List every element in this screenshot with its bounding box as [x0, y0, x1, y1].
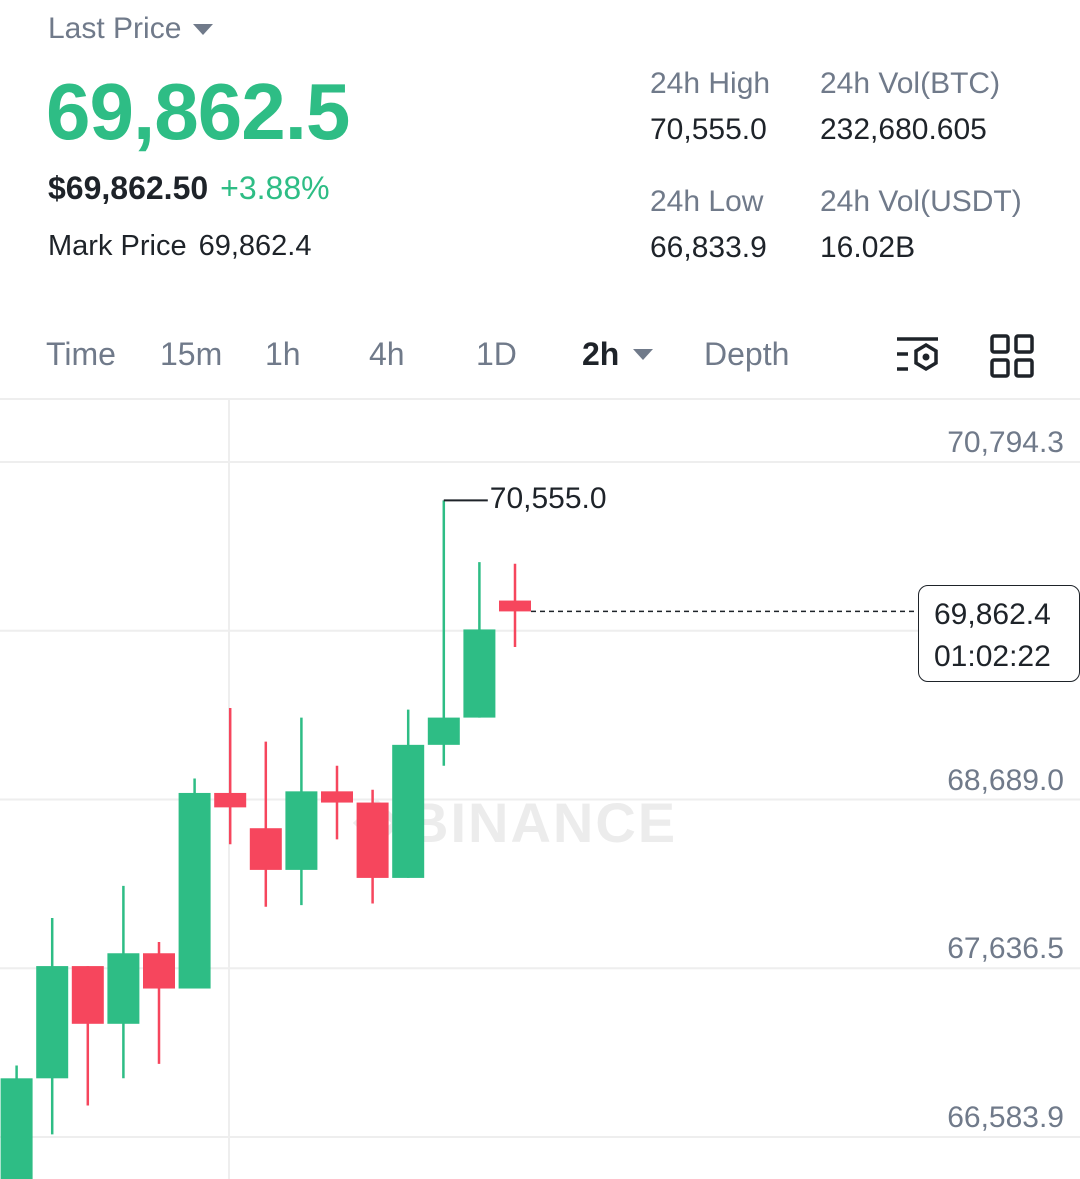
caret-down-icon: [193, 23, 214, 35]
ticker-header: Last Price 69,862.5 $69,862.50 +3.88% Ma…: [0, 0, 1080, 300]
candle-down: [143, 953, 175, 989]
candle-down: [499, 600, 531, 612]
stat-label: 24h Low: [650, 185, 764, 218]
candle-down: [214, 792, 247, 808]
candle-up: [463, 629, 496, 718]
stat-value: 66,833.9: [650, 231, 767, 264]
y-tick-label: 68,689.0: [947, 763, 1064, 797]
mark-price-label: Mark Price: [48, 230, 187, 262]
stat-value: 70,555.0: [650, 113, 767, 146]
tab-depth[interactable]: Depth: [704, 336, 790, 372]
y-tick-label: 66,583.9: [947, 1101, 1064, 1134]
y-tick-label: 70,794.3: [947, 426, 1064, 459]
tab-4h[interactable]: 4h: [369, 336, 405, 372]
candle-up: [285, 791, 318, 870]
chart-interval-tabs: Time 15m 1h 4h 1D 2h Depth: [0, 318, 1080, 398]
candle-up: [107, 953, 140, 1024]
tab-2h-more[interactable]: 2h: [582, 336, 654, 373]
caret-down-icon: [633, 349, 654, 360]
candle-down: [321, 791, 353, 803]
stat-label: 24h Vol(BTC): [820, 67, 1001, 100]
usd-price: $69,862.50: [48, 170, 209, 206]
last-price-selector[interactable]: Last Price: [48, 12, 214, 46]
last-price-marker-value: 69,862.4: [934, 598, 1051, 631]
high-annotation: 70,555.0: [489, 482, 607, 516]
last-price-marker: 69,862.4 01:02:22: [918, 585, 1080, 682]
tab-1h[interactable]: 1h: [265, 336, 301, 372]
stat-24h-vol-usdt: 24h Vol(USDT) 16.02B: [820, 185, 1022, 265]
candlestick-chart[interactable]: BINANCE 70,794.3 68,689.0 67,636.5 66,583.9…: [0, 398, 1080, 1179]
tab-time[interactable]: Time: [46, 336, 116, 372]
stat-24h-vol-btc: 24h Vol(BTC) 232,680.605: [820, 67, 1000, 147]
candle-up: [0, 1078, 33, 1179]
candle-down: [356, 802, 389, 878]
stat-24h-low: 24h Low 66,833.9: [650, 185, 767, 265]
tab-15m[interactable]: 15m: [160, 336, 223, 372]
candle-down: [249, 828, 282, 870]
change-percent: +3.88%: [220, 170, 330, 206]
stat-value: 16.02B: [820, 231, 916, 264]
last-price-value: 69,862.5: [46, 67, 350, 156]
chart-canvas: [0, 398, 1080, 1179]
candle-up: [36, 966, 69, 1079]
grid-layout-icon[interactable]: [986, 330, 1038, 382]
candle-down: [71, 966, 104, 1024]
tab-1d[interactable]: 1D: [476, 336, 517, 372]
stat-label: 24h High: [650, 67, 771, 100]
watermark: BINANCE: [352, 790, 678, 855]
mark-price-row: Mark Price 69,862.4: [48, 230, 311, 263]
last-price-label: Last Price: [48, 12, 182, 45]
watermark-text: BINANCE: [408, 791, 678, 854]
candle-up: [392, 744, 425, 878]
candle-up: [427, 717, 460, 745]
stat-24h-high: 24h High 70,555.0: [650, 67, 770, 147]
usd-price-row: $69,862.50 +3.88%: [48, 170, 330, 207]
stat-label: 24h Vol(USDT): [820, 185, 1022, 218]
indicator-settings-icon[interactable]: [892, 330, 944, 382]
countdown-timer: 01:02:22: [934, 640, 1051, 673]
tab-2h-label: 2h: [582, 336, 620, 372]
y-tick-label: 67,636.5: [947, 932, 1064, 966]
mark-price-value: 69,862.4: [198, 230, 312, 262]
candle-up: [178, 792, 211, 989]
stat-value: 232,680.605: [820, 113, 987, 146]
